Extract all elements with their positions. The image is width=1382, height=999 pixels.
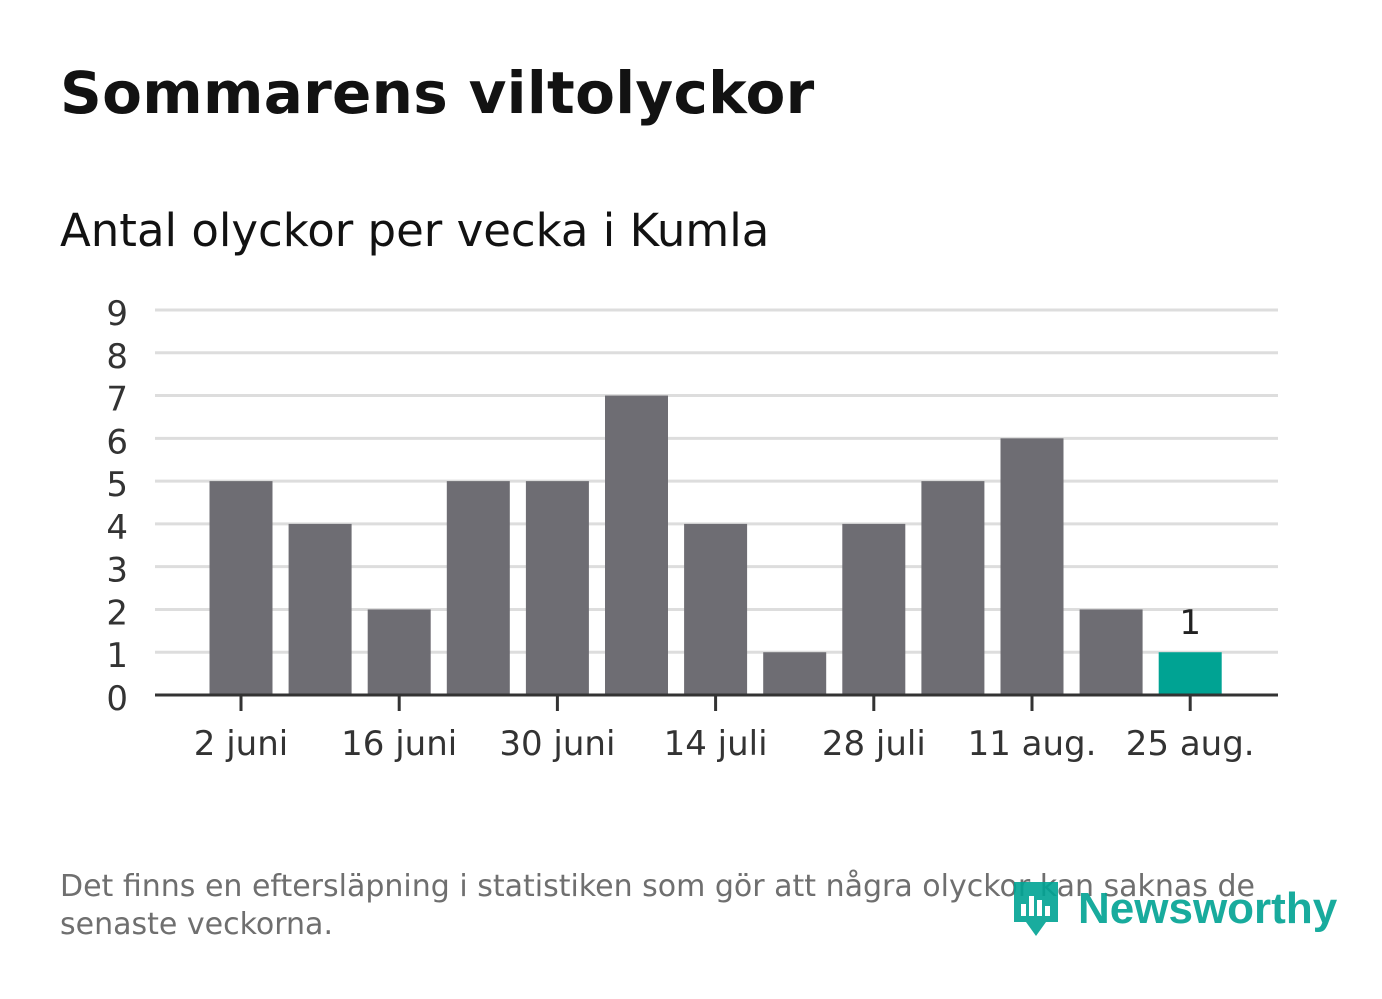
chart-title: Sommarens viltolyckor bbox=[60, 59, 815, 127]
x-tick-label: 14 juli bbox=[664, 724, 768, 764]
bar-23-juni bbox=[446, 481, 510, 695]
y-tick-label: 0 bbox=[106, 679, 128, 719]
x-tick-label: 16 juni bbox=[341, 724, 457, 764]
bar-18-aug bbox=[1079, 609, 1143, 695]
y-tick-label: 5 bbox=[106, 465, 128, 505]
data-labels: 1 bbox=[1179, 603, 1201, 643]
y-tick-label: 9 bbox=[106, 294, 128, 334]
x-tick-label: 11 aug. bbox=[968, 724, 1097, 764]
newsworthy-logo: Newsworthy bbox=[1010, 878, 1337, 940]
bar-9-juni bbox=[288, 523, 352, 695]
bar-16-juni bbox=[367, 609, 431, 695]
bar-25-aug bbox=[1158, 652, 1222, 695]
bar-11-aug bbox=[1000, 438, 1064, 695]
bar-30-juni bbox=[525, 481, 589, 695]
bar-21-juli bbox=[763, 652, 827, 695]
bar-2-juni bbox=[209, 481, 273, 695]
bar-14-juli bbox=[684, 523, 748, 695]
y-tick-label: 7 bbox=[106, 380, 128, 420]
x-tick-label: 25 aug. bbox=[1126, 724, 1255, 764]
x-tick-label: 30 juni bbox=[499, 724, 615, 764]
x-tick-label: 28 juli bbox=[822, 724, 926, 764]
y-tick-label: 1 bbox=[106, 636, 128, 676]
data-label: 1 bbox=[1179, 603, 1201, 643]
logo-text: Newsworthy bbox=[1078, 884, 1338, 933]
bar-28-juli bbox=[842, 523, 906, 695]
y-tick-label: 4 bbox=[106, 508, 128, 548]
x-axis: 2 juni 16 juni 30 juni 14 juli 28 juli 11 aug… bbox=[155, 693, 1278, 764]
newsworthy-chart-icon bbox=[1014, 882, 1058, 936]
chart-subtitle: Antal olyckor per vecka i Kumla bbox=[60, 204, 770, 257]
y-tick-label: 3 bbox=[106, 551, 128, 591]
bar-4-aug bbox=[921, 481, 985, 695]
bars bbox=[209, 395, 1222, 695]
y-tick-label: 8 bbox=[106, 337, 128, 377]
bar-7-juli bbox=[605, 395, 668, 695]
y-tick-label: 6 bbox=[106, 422, 128, 462]
x-tick-label: 2 juni bbox=[194, 724, 288, 764]
y-tick-label: 2 bbox=[106, 593, 128, 633]
